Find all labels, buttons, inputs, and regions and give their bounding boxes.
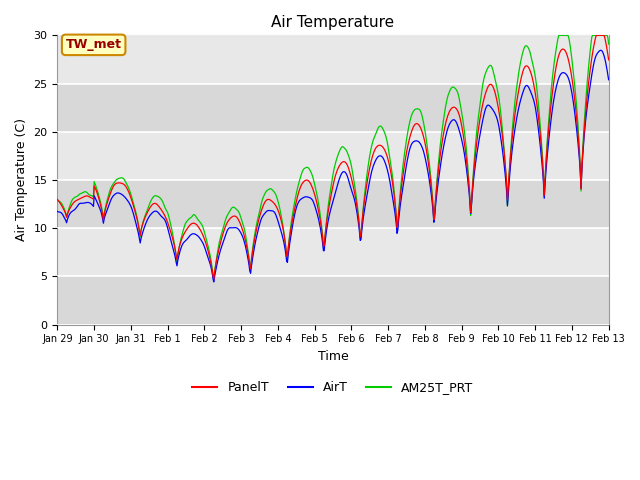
AirT: [176, 248, 184, 254]
PanelT: [593, 33, 600, 38]
Bar: [58, 36, 609, 84]
AirT: [205, 258, 213, 264]
AirT: [417, 142, 424, 147]
Legend: PanelT, AirT, AM25T_PRT: PanelT, AirT, AM25T_PRT: [188, 376, 479, 399]
PanelT: [54, 196, 61, 202]
Bar: [58, 132, 609, 180]
Text: TW_met: TW_met: [66, 38, 122, 51]
AirT: [605, 77, 612, 83]
AM25T_PRT: [417, 109, 424, 115]
Bar: [58, 180, 609, 228]
AM25T_PRT: [401, 149, 408, 155]
AM25T_PRT: [54, 198, 61, 204]
PanelT: [210, 276, 218, 282]
Bar: [58, 276, 609, 324]
AirT: [597, 48, 605, 53]
AirT: [54, 209, 61, 215]
AM25T_PRT: [205, 248, 213, 254]
AM25T_PRT: [120, 177, 128, 182]
Line: AM25T_PRT: AM25T_PRT: [58, 36, 609, 280]
AirT: [210, 279, 218, 285]
PanelT: [120, 181, 128, 187]
X-axis label: Time: Time: [317, 350, 348, 363]
PanelT: [605, 57, 612, 63]
PanelT: [205, 252, 213, 258]
AM25T_PRT: [176, 240, 184, 246]
AM25T_PRT: [555, 33, 563, 38]
Title: Air Temperature: Air Temperature: [271, 15, 395, 30]
AirT: [63, 216, 71, 222]
Y-axis label: Air Temperature (C): Air Temperature (C): [15, 119, 28, 241]
PanelT: [63, 211, 71, 217]
AM25T_PRT: [210, 277, 218, 283]
Bar: [58, 228, 609, 276]
Bar: [58, 84, 609, 132]
AM25T_PRT: [605, 41, 612, 47]
PanelT: [417, 125, 424, 131]
AirT: [401, 173, 408, 179]
AM25T_PRT: [63, 211, 71, 216]
Line: PanelT: PanelT: [58, 36, 609, 279]
PanelT: [401, 160, 408, 166]
AirT: [120, 193, 128, 199]
Line: AirT: AirT: [58, 50, 609, 282]
PanelT: [176, 241, 184, 247]
